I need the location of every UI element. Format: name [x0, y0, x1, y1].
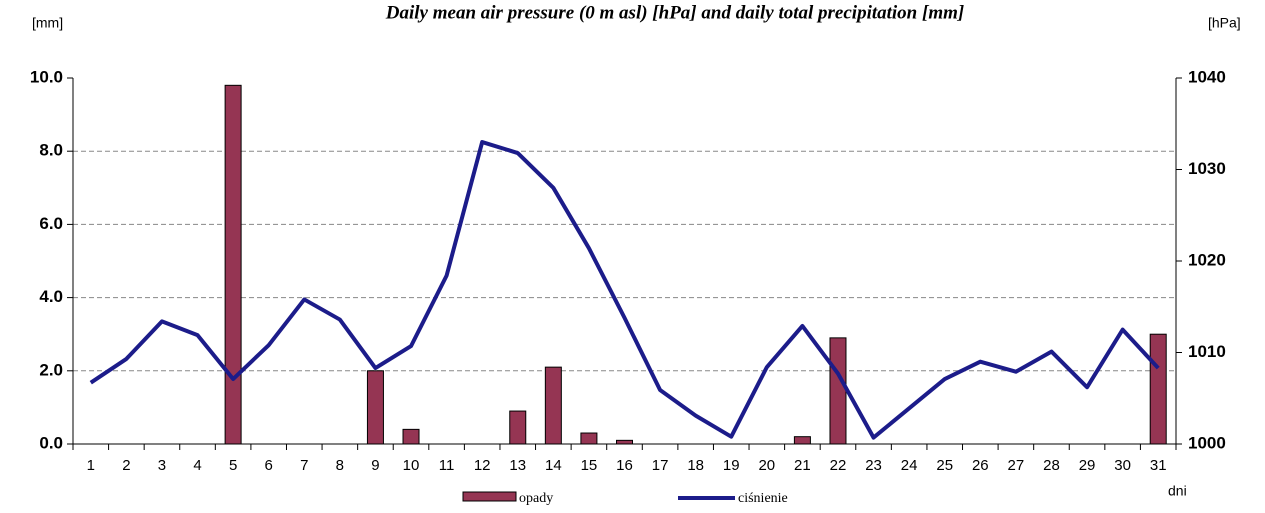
y2-tick-label: 1020 — [1188, 250, 1226, 269]
x-tick-label: 24 — [901, 457, 918, 474]
x-tick-label: 20 — [758, 457, 775, 474]
x-axis-label: dni — [1168, 483, 1187, 499]
x-tick-label: 19 — [723, 457, 740, 474]
x-tick-label: 29 — [1079, 457, 1096, 474]
x-tick-label: 28 — [1043, 457, 1060, 474]
bar — [1149, 333, 1167, 445]
x-tick-label: 30 — [1114, 457, 1131, 474]
x-tick-label: 22 — [830, 457, 847, 474]
legend-swatch — [462, 491, 517, 502]
bar — [829, 337, 847, 445]
y-axis-label: [mm] — [32, 15, 63, 31]
bar — [402, 428, 420, 445]
chart-title: Daily mean air pressure (0 m asl) [hPa] … — [385, 2, 964, 23]
y-tick-label: 8.0 — [39, 141, 63, 160]
y-tick-label: 0.0 — [39, 433, 63, 452]
y2-tick-label: 1000 — [1188, 433, 1226, 452]
x-tick-label: 2 — [122, 457, 130, 474]
legend-label: ciśnienie — [738, 491, 788, 506]
bar — [544, 366, 562, 445]
y-tick-label: 6.0 — [39, 214, 63, 233]
x-tick-label: 18 — [687, 457, 704, 474]
x-tick-label: 3 — [158, 457, 166, 474]
x-tick-label: 23 — [865, 457, 882, 474]
bar — [793, 436, 811, 445]
x-tick-label: 11 — [439, 457, 455, 474]
x-tick-label: 26 — [972, 457, 989, 474]
x-tick-label: 13 — [509, 457, 526, 474]
bar — [366, 370, 384, 445]
bar — [224, 84, 242, 445]
x-tick-label: 8 — [336, 457, 344, 474]
x-tick-label: 21 — [794, 457, 811, 474]
legend-label: opady — [519, 491, 553, 506]
x-tick-label: 14 — [545, 457, 562, 474]
line — [89, 140, 1160, 440]
x-tick-label: 12 — [474, 457, 491, 474]
bar — [616, 439, 633, 445]
x-tick-label: 4 — [193, 457, 201, 474]
x-tick-label: 5 — [229, 457, 237, 474]
x-tick-label: 17 — [652, 457, 669, 474]
x-tick-label: 6 — [265, 457, 273, 474]
x-tick-label: 9 — [371, 457, 379, 474]
x-tick-label: 27 — [1008, 457, 1025, 474]
x-tick-label: 15 — [581, 457, 598, 474]
x-tick-label: 1 — [87, 457, 95, 474]
x-tick-label: 10 — [403, 457, 420, 474]
y2-tick-label: 1010 — [1188, 342, 1226, 361]
x-tick-label: 31 — [1150, 457, 1167, 474]
y-tick-label: 10.0 — [30, 67, 63, 86]
y2-axis-label: [hPa] — [1208, 15, 1241, 31]
y-tick-label: 4.0 — [39, 287, 63, 306]
y2-tick-label: 1030 — [1188, 159, 1226, 178]
y-tick-label: 2.0 — [39, 360, 63, 379]
x-tick-label: 16 — [616, 457, 633, 474]
bar — [509, 410, 527, 445]
x-tick-label: 7 — [300, 457, 308, 474]
y2-tick-label: 1040 — [1188, 67, 1226, 86]
bar — [580, 432, 598, 445]
x-tick-label: 25 — [936, 457, 953, 474]
